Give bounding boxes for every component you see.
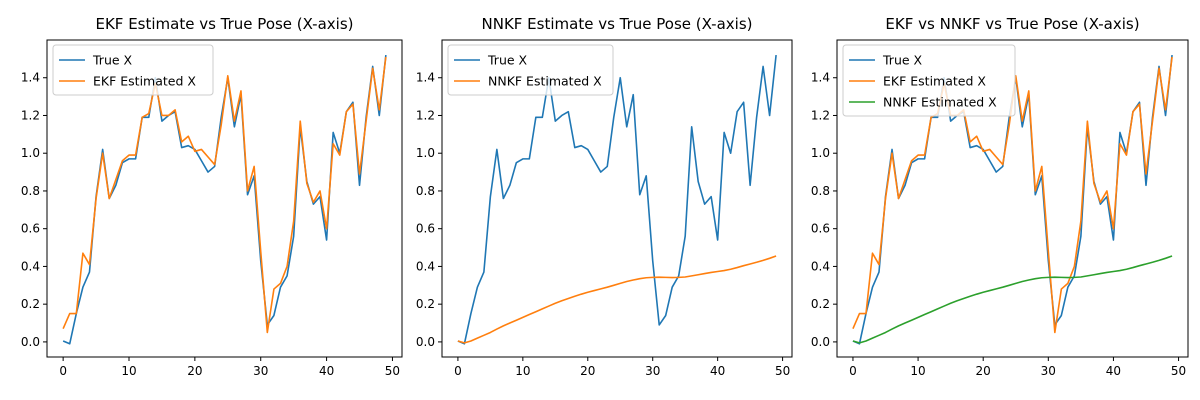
legend-box	[447, 44, 614, 96]
chart-panel-2: NNKF Estimate vs True Pose (X-axis) 0 10 20…	[416, 15, 793, 378]
x-tick-label: 40	[710, 364, 725, 378]
series-line-true-x	[457, 55, 777, 345]
x-tick-label: 0	[59, 364, 67, 378]
y-tick-label: 0.6	[21, 222, 40, 236]
x-tick-label: 10	[515, 364, 530, 378]
y-tick-label: 0.2	[811, 297, 830, 311]
x-tick-label: 30	[1041, 364, 1056, 378]
series-line-ekf	[62, 56, 387, 334]
legend: True X NNKF Estimated X	[447, 44, 614, 96]
x-tick-label: 20	[580, 364, 595, 378]
chart-title: EKF Estimate vs True Pose (X-axis)	[95, 15, 353, 33]
y-tick-label: 1.2	[21, 108, 40, 122]
y-tick-label: 0.8	[416, 184, 435, 198]
axes-frame	[836, 39, 1189, 358]
y-tick-label: 0.8	[811, 184, 830, 198]
y-tick-label: 0.4	[21, 259, 40, 273]
y-tick-label: 1.0	[416, 146, 435, 160]
x-tick-label: 20	[187, 364, 202, 378]
axes-frame	[46, 39, 403, 358]
y-tick-label: 1.4	[811, 71, 830, 85]
chart-panel-3: EKF vs NNKF vs True Pose (X-axis) 0 10 20 30…	[811, 15, 1189, 378]
legend-label: EKF Estimated X	[93, 74, 196, 89]
y-tick-label: 0.2	[416, 297, 435, 311]
chart-title: NNKF Estimate vs True Pose (X-axis)	[482, 15, 753, 33]
legend: True X EKF Estimated X	[52, 44, 214, 96]
series-line-nnkf	[852, 255, 1173, 344]
chart-title: EKF vs NNKF vs True Pose (X-axis)	[885, 15, 1139, 33]
chart-panel-1: EKF Estimate vs True Pose (X-axis) 0 10 20 3…	[21, 15, 403, 378]
y-tick-label: 1.2	[811, 108, 830, 122]
y-tick-label: 1.0	[811, 146, 830, 160]
legend-label: True X	[487, 53, 528, 68]
y-tick-label: 0.2	[21, 297, 40, 311]
y-tick-label: 0.0	[21, 335, 40, 349]
x-tick-label: 10	[910, 364, 925, 378]
legend-box	[52, 44, 214, 96]
y-tick-label: 0.4	[416, 259, 435, 273]
y-tick-label: 1.4	[416, 71, 435, 85]
y-tick-label: 0.6	[811, 222, 830, 236]
legend: True X EKF Estimated X NNKF Estimated X	[842, 44, 1016, 117]
y-tick-label: 1.0	[21, 146, 40, 160]
y-tick-label: 0.4	[811, 259, 830, 273]
legend-label: NNKF Estimated X	[883, 95, 997, 110]
x-tick-label: 0	[849, 364, 857, 378]
series-line-nnkf	[457, 255, 777, 344]
x-tick-label: 10	[121, 364, 136, 378]
x-tick-label: 40	[319, 364, 334, 378]
y-tick-label: 0.6	[416, 222, 435, 236]
x-tick-label: 30	[253, 364, 268, 378]
y-tick-label: 1.2	[416, 108, 435, 122]
x-tick-label: 40	[1106, 364, 1121, 378]
x-tick-label: 50	[385, 364, 400, 378]
x-tick-label: 30	[645, 364, 660, 378]
axes-frame	[441, 39, 793, 358]
x-tick-label: 0	[454, 364, 462, 378]
y-tick-label: 0.0	[811, 335, 830, 349]
x-tick-label: 20	[976, 364, 991, 378]
legend-label: NNKF Estimated X	[488, 74, 602, 89]
y-tick-label: 1.4	[21, 71, 40, 85]
legend-label: True X	[92, 53, 133, 68]
legend-label: True X	[882, 53, 923, 68]
y-tick-label: 0.8	[21, 184, 40, 198]
x-tick-label: 50	[775, 364, 790, 378]
legend-box	[842, 44, 1016, 117]
x-tick-label: 50	[1171, 364, 1186, 378]
legend-label: EKF Estimated X	[883, 74, 986, 89]
y-tick-label: 0.0	[416, 335, 435, 349]
